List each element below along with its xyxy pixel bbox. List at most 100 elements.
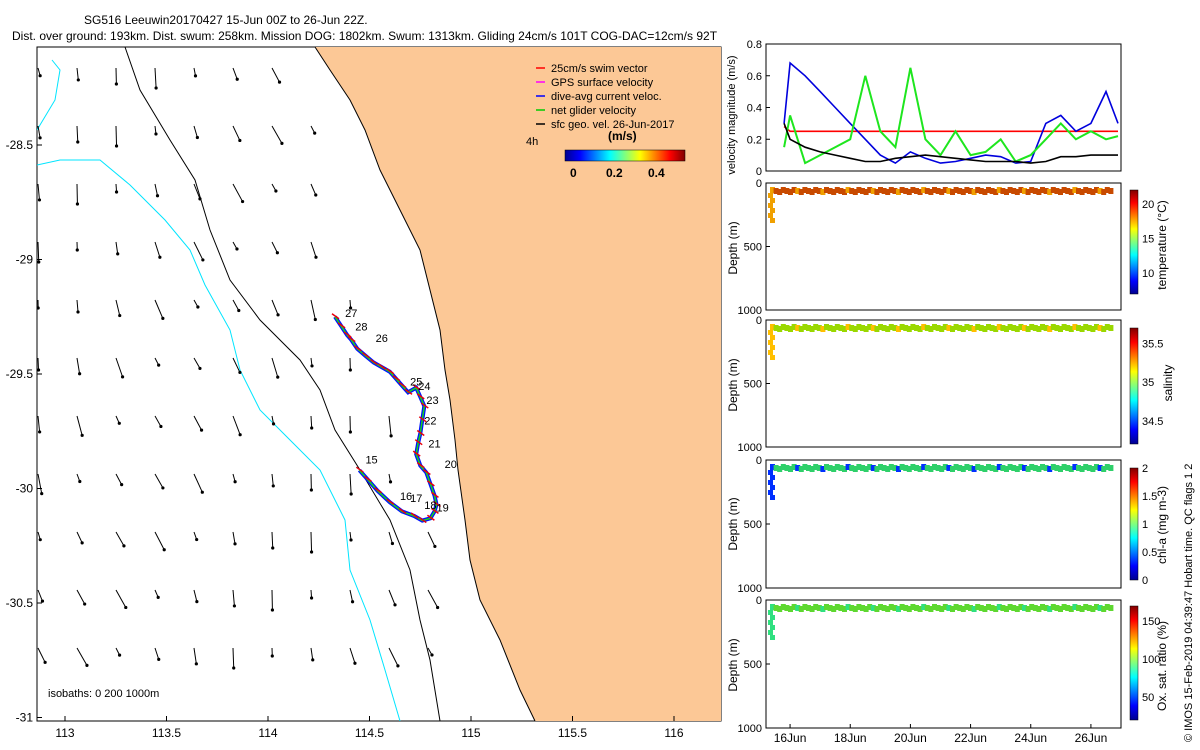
section-marker: [806, 605, 811, 611]
section-marker: [1043, 325, 1049, 331]
section-marker: [960, 326, 966, 332]
map-axis-ticks: 113 113.5 114 114.5 115 115.5 116 -28.5 -29 -29.5…: [6, 138, 684, 740]
section-marker: [845, 324, 851, 330]
map-ytick-label: -30.5: [6, 596, 34, 610]
velocity-arrowhead: [238, 138, 242, 143]
section-marker: [960, 189, 966, 195]
velocity-arrow: [310, 647, 314, 660]
isobath-note: isobaths: 0 200 1000m: [48, 688, 159, 700]
section-marker: [816, 188, 822, 194]
section-marker: [827, 188, 833, 194]
velocity-arrow: [37, 473, 43, 494]
velocity-arrowhead: [433, 544, 437, 549]
section-marker: [1025, 326, 1031, 332]
date-xtick-label: 18Jun: [834, 731, 867, 745]
section-marker: [768, 470, 773, 475]
velocity-panel: 0 0.2 0.4 0.6 0.8 velocity magnitude (m/s): [726, 39, 1122, 178]
section-marker: [1022, 605, 1027, 611]
section-marker: [770, 355, 775, 360]
section-marker: [1007, 187, 1013, 193]
section-ytick-label: 1000: [738, 723, 762, 735]
track-day-label: 21: [428, 438, 440, 450]
velocity-arrow: [232, 67, 238, 80]
section-marker: [838, 325, 844, 331]
velocity-arrowhead: [235, 77, 239, 81]
section-marker: [1101, 466, 1107, 472]
velocity-arrowhead: [161, 316, 165, 320]
swim-vector: [426, 514, 435, 521]
section-colorbar: [1129, 189, 1139, 295]
section-marker: [1014, 326, 1020, 332]
section-marker: [842, 466, 847, 472]
velocity-arrowhead: [155, 194, 160, 198]
section-marker: [770, 485, 775, 490]
section-marker: [878, 187, 883, 193]
swim-vector: [398, 381, 407, 389]
section-marker: [824, 464, 829, 470]
velocity-arrowhead: [198, 366, 202, 371]
section-marker: [780, 324, 786, 330]
section-cbar-tick: 100: [1142, 654, 1160, 666]
map-ytick-label: -30: [16, 482, 34, 496]
velocity-arrow: [232, 357, 241, 373]
section-frame: [765, 182, 1122, 311]
section-marker: [1058, 466, 1063, 472]
track-day-label: 24: [418, 381, 430, 393]
section-marker: [845, 464, 851, 470]
velocity-series-line: [783, 61, 1119, 165]
velocity-arrowhead: [83, 602, 87, 606]
section-marker: [1076, 325, 1081, 331]
velocity-arrow: [232, 531, 236, 544]
section-marker: [788, 606, 793, 612]
section-marker: [768, 340, 773, 345]
section-marker: [896, 606, 901, 612]
velocity-arrowhead: [157, 657, 161, 662]
section-marker: [813, 464, 819, 470]
velocity-arrowhead: [195, 600, 199, 604]
section-marker: [935, 188, 941, 194]
section-cbar-tick: 50: [1142, 692, 1154, 704]
velocity-arrowhead: [389, 434, 393, 438]
section-marker: [816, 605, 822, 611]
velocity-arrow: [76, 531, 83, 544]
section-panel-chl-a: 0 500 1000 0 0.5 1 1.5 2: [738, 455, 1158, 595]
velocity-arrowhead: [195, 135, 199, 140]
section-marker: [1090, 606, 1096, 612]
section-marker: [881, 325, 887, 331]
section-marker: [993, 189, 999, 195]
section-marker: [1058, 606, 1063, 612]
section-marker: [993, 326, 999, 332]
section-marker: [921, 464, 927, 470]
velocity-arrow: [388, 589, 396, 606]
section-marker: [1068, 326, 1074, 332]
swim-vector: [422, 468, 431, 476]
velocity-arrowhead: [277, 80, 282, 84]
section-marker: [899, 324, 905, 330]
map-xtick-label: 114.5: [355, 726, 384, 740]
section-marker: [1050, 324, 1056, 330]
velocity-arrowhead: [117, 653, 122, 657]
section-marker: [784, 605, 790, 611]
section-marker: [942, 464, 948, 470]
section-marker: [845, 604, 851, 610]
velocity-arrowhead: [198, 197, 202, 201]
velocity-arrow: [271, 299, 279, 316]
section-marker: [870, 188, 876, 194]
velocity-arrowhead: [154, 86, 158, 90]
section-marker: [867, 464, 873, 470]
section-marker: [860, 465, 865, 471]
section-cbar-tick: 1: [1142, 519, 1148, 531]
legend-tick-1: 0.2: [606, 166, 623, 180]
section-marker: [1022, 465, 1027, 471]
section-marker: [784, 465, 790, 471]
section-marker: [1086, 605, 1092, 611]
velocity-arrowhead: [114, 190, 119, 194]
velocity-arrowhead: [154, 132, 158, 136]
section-marker: [1094, 464, 1099, 470]
velocity-arrow: [193, 415, 202, 431]
velocity-arrow: [76, 125, 79, 143]
section-marker: [827, 325, 833, 331]
land-mass: [315, 47, 721, 721]
section-ytick-label: 500: [744, 379, 762, 391]
